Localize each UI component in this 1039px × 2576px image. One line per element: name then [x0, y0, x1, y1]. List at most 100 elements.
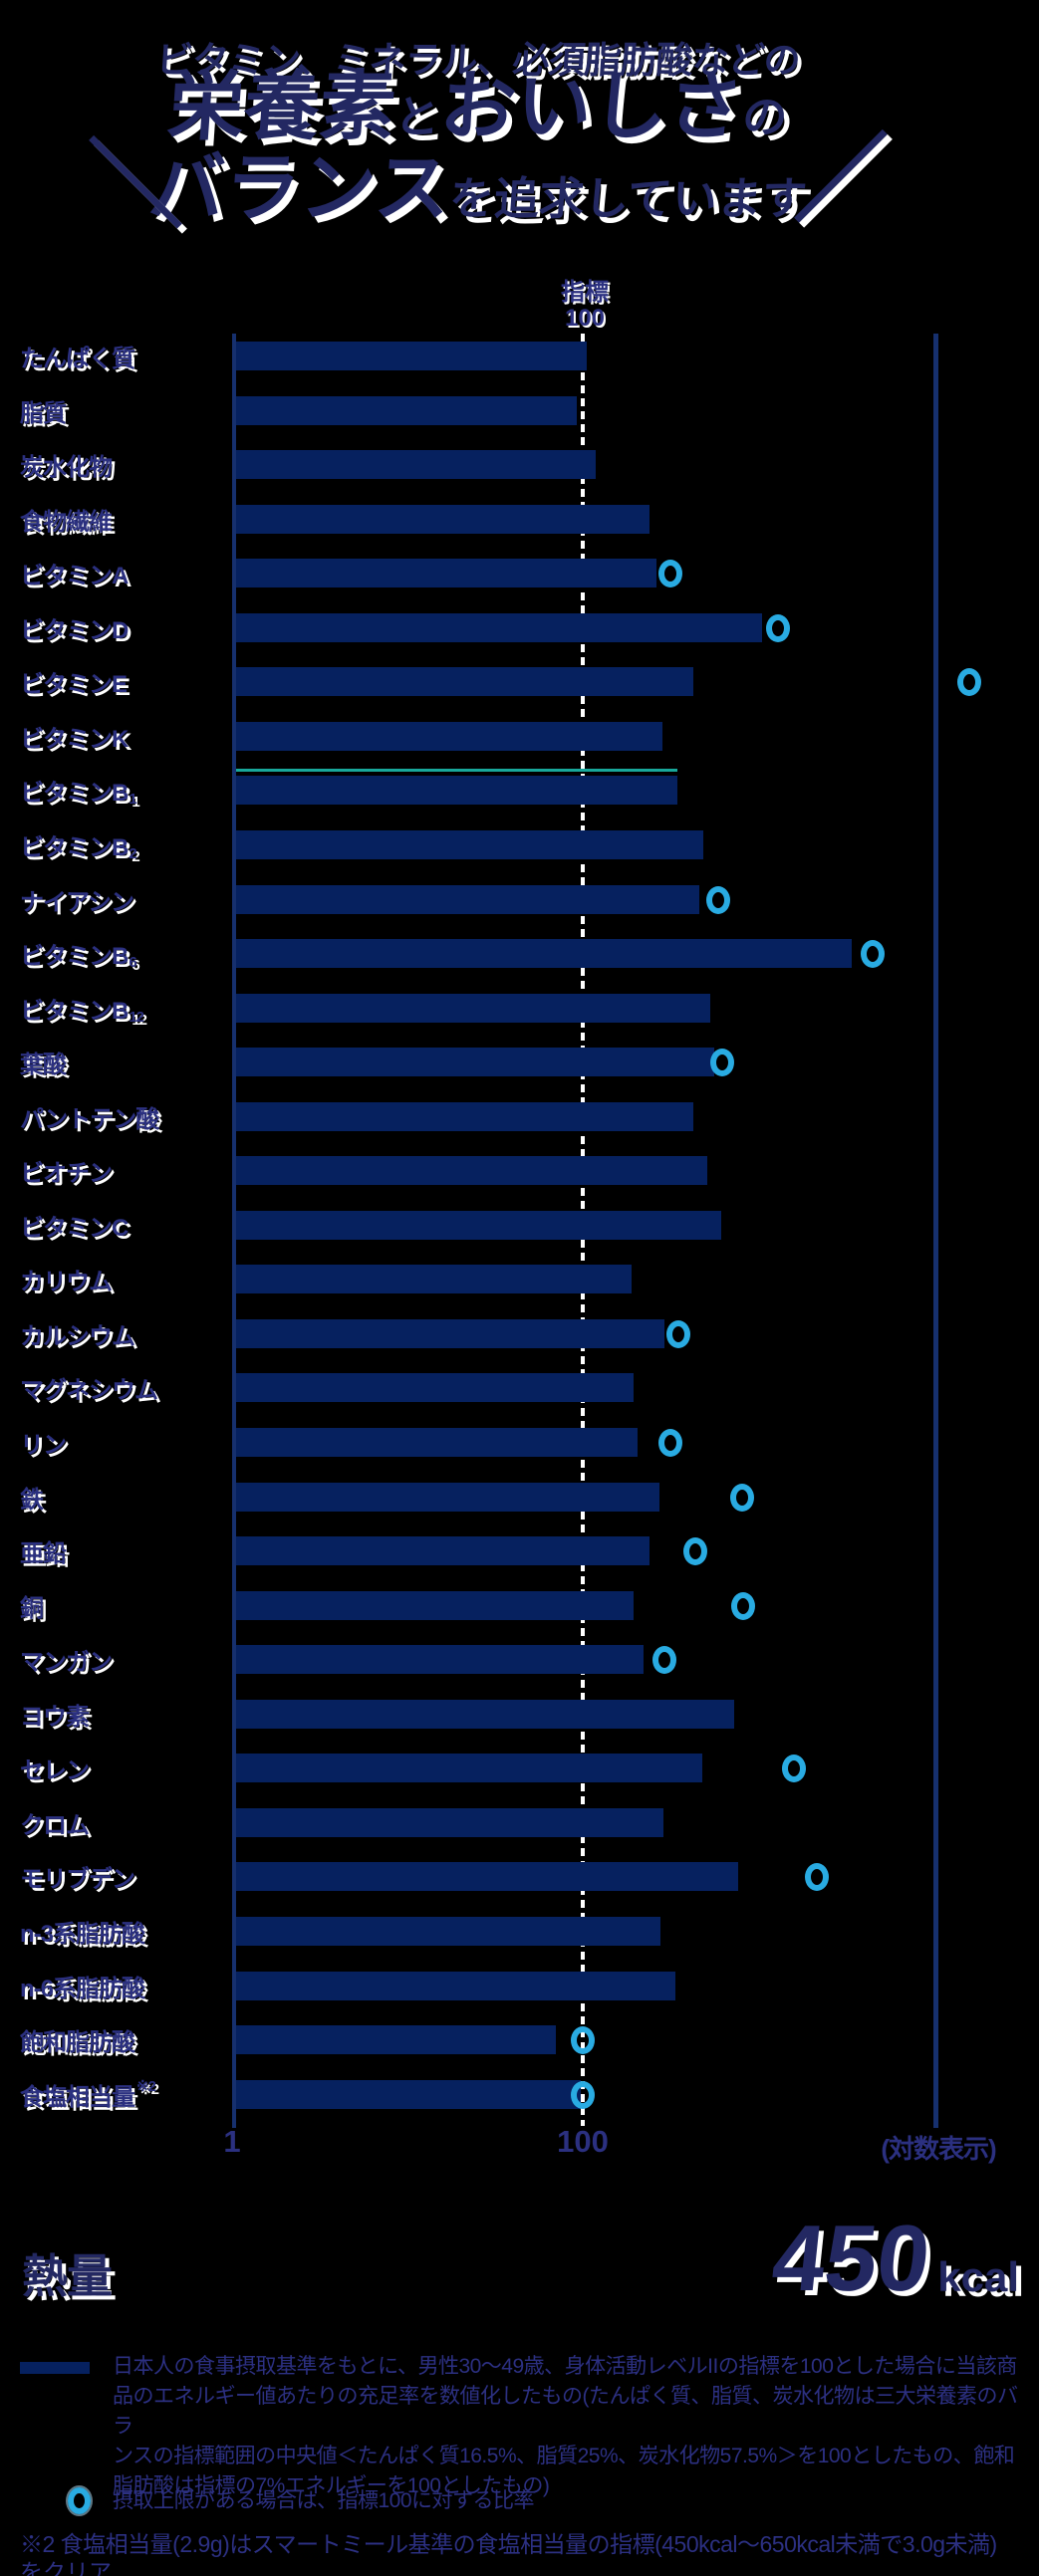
- nutrient-label-text: ビタミンA: [20, 563, 129, 589]
- nutrient-bar: [236, 450, 596, 479]
- nutrient-label: セレン: [20, 1754, 90, 1784]
- upper-limit-circle-icon: [805, 1862, 829, 1891]
- nutrient-row: 亜鉛: [0, 1536, 1039, 1567]
- title-part: の: [740, 92, 790, 142]
- nutrient-bar: [236, 1972, 675, 2000]
- nutrient-label-text: ビタミンB: [20, 998, 129, 1025]
- nutrient-row: n-3系脂肪酸: [0, 1917, 1039, 1948]
- left-axis-line: [232, 334, 236, 2128]
- nutrient-bar: [236, 1102, 693, 1131]
- nutrient-bar: [236, 830, 703, 859]
- nutrient-label: ビタミンB 2: [20, 830, 137, 861]
- nutrient-row: 食物繊維: [0, 505, 1039, 536]
- nutrient-label: ビタミンA: [20, 559, 129, 589]
- x-axis-tick-100: 100: [557, 2124, 609, 2159]
- nutrient-label-text: ビタミンD: [20, 617, 129, 644]
- nutrient-row: 鉄: [0, 1483, 1039, 1514]
- nutrient-label-superscript: ※2: [136, 2078, 156, 2095]
- nutrient-bar: [236, 1373, 634, 1402]
- nutrient-label-text: 亜鉛: [20, 1540, 67, 1567]
- nutrient-label: 鉄: [20, 1483, 44, 1514]
- legend-note-line: 品のエネルギー値あたりの充足率を数値化したもの(たんぱく質、脂質、炭水化物は三大…: [113, 2385, 1018, 2438]
- nutrient-label-text: n-3系脂肪酸: [20, 1921, 145, 1948]
- nutrient-bar: [236, 2025, 556, 2054]
- nutrient-label-text: パントテン酸: [20, 1106, 159, 1133]
- upper-limit-circle-icon: [683, 1536, 707, 1565]
- nutrient-label: 葉酸: [20, 1048, 67, 1078]
- nutrient-bar: [236, 505, 649, 534]
- title-part: と: [392, 92, 442, 142]
- nutrient-bar: [236, 1428, 638, 1457]
- nutrient-label-text: カルシウム: [20, 1323, 135, 1350]
- nutrient-row: モリブデン: [0, 1862, 1039, 1893]
- nutrient-bar: [236, 1645, 644, 1674]
- nutrient-row: 炭水化物: [0, 450, 1039, 481]
- nutrient-label-text: ビタミンC: [20, 1215, 129, 1242]
- nutrient-row: 銅: [0, 1591, 1039, 1622]
- title-part: バランス: [145, 146, 453, 231]
- nutrient-label-text: モリブデン: [20, 1866, 135, 1893]
- nutrient-label: モリブデン: [20, 1862, 135, 1893]
- nutrient-label: 食物繊維: [20, 505, 113, 536]
- nutrient-label: たんぱく質: [20, 342, 135, 372]
- nutrient-bar: [236, 559, 656, 587]
- log-scale-note: (対数表示): [881, 2134, 996, 2164]
- nutrient-label-text: ビオチン: [20, 1160, 113, 1187]
- nutrient-bar: [236, 1483, 659, 1512]
- nutrient-label: ビタミンK: [20, 722, 129, 753]
- nutrient-label-text: n-6系脂肪酸: [20, 1976, 145, 2002]
- nutrient-label-text: 食塩相当量: [20, 2084, 135, 2111]
- nutrient-bar: [236, 1319, 664, 1348]
- nutrient-row: クロム: [0, 1808, 1039, 1839]
- right-boundary-line: [933, 334, 938, 2128]
- nutrient-bar: [236, 939, 852, 968]
- nutrient-label: n-3系脂肪酸: [20, 1917, 145, 1948]
- nutrient-label-text: ビタミンB: [20, 943, 129, 970]
- nutrient-label-text: セレン: [20, 1757, 90, 1784]
- nutrient-label-text: 銅: [20, 1595, 44, 1622]
- nutrient-label-subscript: 12: [129, 1009, 144, 1026]
- nutrient-label-text: リン: [20, 1432, 67, 1459]
- upper-limit-circle-icon: [658, 1428, 682, 1457]
- nutrient-label: ビタミンB 12: [20, 994, 144, 1026]
- nutrient-row: 飽和脂肪酸: [0, 2025, 1039, 2056]
- nutrient-bar: [236, 667, 693, 696]
- nutrient-label: 炭水化物: [20, 450, 113, 481]
- nutrient-label-text: ビタミンE: [20, 671, 128, 698]
- title-part: おいしさ: [437, 65, 746, 149]
- nutrient-bar: [236, 1156, 707, 1185]
- legend-bar-swatch: [20, 2362, 90, 2374]
- nutrient-label-text: マンガン: [20, 1649, 113, 1676]
- upper-limit-circle-icon: [957, 667, 981, 696]
- nutrient-row: ビタミンB 12: [0, 994, 1039, 1026]
- nutrient-bar: [236, 613, 762, 642]
- nutrient-label: クロム: [20, 1808, 90, 1839]
- energy-label: 熱量: [22, 2250, 113, 2302]
- nutrient-row: 食塩相当量 ※2: [0, 2078, 1039, 2111]
- nutrient-row: マンガン: [0, 1645, 1039, 1676]
- nutrient-row: ビオチン: [0, 1156, 1039, 1187]
- nutrient-label: ヨウ素: [20, 1700, 90, 1731]
- nutrient-label: n-6系脂肪酸: [20, 1972, 145, 2002]
- nutrient-label: ビオチン: [20, 1156, 113, 1187]
- nutrient-label-subscript: 6: [129, 954, 136, 971]
- nutrient-label-text: ヨウ素: [20, 1704, 90, 1731]
- nutrient-label-text: たんぱく質: [20, 346, 135, 372]
- upper-limit-circle-icon: [730, 1483, 754, 1512]
- upper-limit-circle-icon: [710, 1048, 734, 1076]
- nutrient-row: ビタミンB 1: [0, 769, 1039, 807]
- nutrient-label: マグネシウム: [20, 1373, 158, 1404]
- nutrient-label-text: 炭水化物: [20, 454, 113, 481]
- nutrient-row: マグネシウム: [0, 1373, 1039, 1404]
- title-part: を追求しています: [447, 173, 809, 224]
- upper-limit-circle-icon: [571, 2080, 595, 2109]
- nutrient-label: パントテン酸: [20, 1102, 159, 1133]
- nutrient-label: 食塩相当量 ※2: [20, 2078, 156, 2111]
- nutrient-row: ビタミンE: [0, 667, 1039, 698]
- nutrient-label: リン: [20, 1428, 67, 1459]
- indicator-label-text: 指標: [561, 279, 609, 306]
- nutrient-row: パントテン酸: [0, 1102, 1039, 1133]
- legend-note-line: 脂肪酸は指標の7%エネルギーを100としたもの): [113, 2474, 550, 2497]
- nutrient-row: ビタミンC: [0, 1211, 1039, 1242]
- nutrient-bar: [236, 885, 699, 914]
